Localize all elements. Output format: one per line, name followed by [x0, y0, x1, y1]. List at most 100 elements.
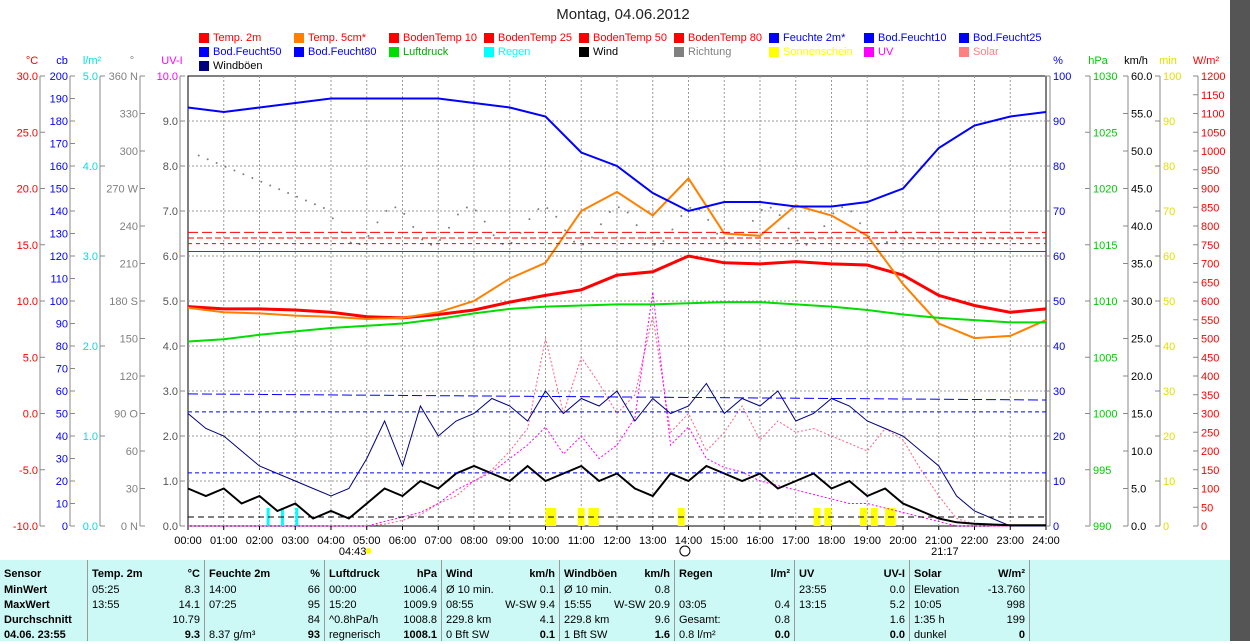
- direction-dot: [859, 222, 862, 225]
- x-tick-label: 10:00: [532, 535, 560, 547]
- x-tick-label: 24:00: [1032, 535, 1060, 547]
- cell-label: Elevation: [914, 584, 960, 596]
- cell-label: 8.37 g/m³: [209, 629, 256, 641]
- axis-wind-tick-label: 25.0: [1131, 334, 1152, 346]
- axis-direction-tick-label: 0 N: [121, 521, 138, 533]
- x-tick-label: 05:00: [353, 535, 381, 547]
- sunshine-bar: [824, 508, 832, 526]
- cell-label: 04.06. 23:55: [4, 629, 66, 641]
- legend-label: Feuchte 2m*: [783, 31, 846, 44]
- axis-solar-tick-label: 500: [1201, 334, 1219, 346]
- axis-humidity-tick-label: 40: [1053, 341, 1065, 353]
- table-row: Ø 10 min. 0.1: [446, 584, 555, 599]
- cell-value: 0.0: [774, 629, 790, 641]
- legend-item: Bod.Feucht80: [294, 45, 377, 58]
- sunset-label: 21:17: [931, 546, 959, 558]
- x-tick-label: 08:00: [460, 535, 488, 547]
- axis-sunshine-tick-label: 0: [1163, 521, 1169, 533]
- cell-label: Ø 10 min.: [564, 584, 612, 596]
- legend-item: Richtung: [674, 45, 731, 58]
- cell-value: 0.0: [889, 629, 905, 641]
- cell-label: Durchschnitt: [4, 614, 72, 626]
- cell-label: 00:00: [329, 584, 357, 596]
- direction-dot: [456, 213, 459, 216]
- direction-dot: [430, 243, 433, 246]
- direction-dot: [689, 206, 692, 209]
- axis-pressure-tick-label: 1020: [1093, 184, 1117, 196]
- series-temp-2m: [187, 254, 1047, 320]
- axis-cb-tick-label: 170: [50, 139, 68, 151]
- axis-solar-tick-label: 800: [1201, 221, 1219, 233]
- axis-humidity-unit: %: [1053, 55, 1063, 67]
- cell-value: 9.3: [184, 629, 200, 641]
- axis-sunshine-tick-label: 10: [1163, 476, 1175, 488]
- table-column: Sensor MinWert MaxWert Durchschnitt 04.06. 2…: [0, 560, 88, 641]
- cell-label: 13:55: [92, 599, 120, 611]
- direction-dot: [367, 234, 370, 237]
- table-row: Ø 10 min. 0.8: [564, 584, 670, 599]
- axis-direction-tick-label: 90 O: [114, 409, 138, 421]
- axis-temp-tick-label: 30.0: [17, 71, 38, 83]
- direction-dot: [850, 210, 853, 213]
- axis-direction-tick-label: 360 N: [109, 71, 138, 83]
- axis-pressure-tick-label: 1030: [1093, 71, 1117, 83]
- legend-swatch: [959, 46, 969, 57]
- legend-item: Solar: [959, 45, 999, 58]
- axis-wind-tick-label: 30.0: [1131, 296, 1152, 308]
- direction-dot: [224, 165, 227, 168]
- axis-wind-tick-label: 20.0: [1131, 371, 1152, 383]
- cell-value: 93: [307, 629, 320, 641]
- legend-swatch: [199, 32, 209, 43]
- axis-temp-tick-label: 0.0: [23, 409, 38, 421]
- chart-title: Montag, 04.06.2012: [556, 6, 690, 23]
- legend-item: BodenTemp 10: [389, 31, 477, 44]
- legend-swatch: [579, 46, 589, 57]
- axis-direction-tick-label: 60: [126, 446, 138, 458]
- sunshine-bar: [870, 508, 878, 526]
- cell-label: 1 Bft SW: [564, 629, 608, 641]
- cell-value: 8.3: [184, 584, 200, 596]
- axis-humidity-tick-label: 0: [1053, 521, 1059, 533]
- axis-cb-tick-label: 120: [50, 251, 68, 263]
- direction-dot: [751, 219, 754, 222]
- cell-label: dunkel: [914, 629, 947, 641]
- direction-dot: [653, 243, 656, 246]
- axis-direction-tick-label: 30: [126, 484, 138, 496]
- cell-label: 229.8 km: [446, 614, 492, 626]
- header-label: Regen: [679, 568, 713, 580]
- table-row: [679, 584, 790, 599]
- x-tick-label: 16:00: [746, 535, 774, 547]
- axis-uvi-tick-label: 0.0: [163, 521, 178, 533]
- axis-sunshine-unit: min: [1159, 55, 1177, 67]
- axis-solar-tick-label: 700: [1201, 259, 1219, 271]
- legend-label: BodenTemp 80: [688, 31, 762, 44]
- axis-cb-tick-label: 110: [50, 274, 68, 286]
- direction-dot: [599, 223, 602, 226]
- direction-dot: [296, 195, 299, 198]
- axis-direction-tick-label: 300: [120, 146, 138, 158]
- axis-humidity-tick-label: 10: [1053, 476, 1065, 488]
- table-column: Windböen km/h Ø 10 min. 0.8 15:55 W-SW 20.9 22…: [560, 560, 675, 641]
- axis-wind-tick-label: 50.0: [1131, 146, 1152, 158]
- table-column: Luftdruck hPa 00:00 1006.4 15:20 1009.9 ^0.8hP…: [325, 560, 442, 641]
- cell-value: 199: [1006, 614, 1025, 626]
- cell-value: 0.4: [774, 599, 790, 611]
- axis-solar-tick-label: 950: [1201, 165, 1219, 177]
- cell-value: 0.1: [539, 584, 555, 596]
- legend-item: Regen: [484, 45, 530, 58]
- legend-item: Luftdruck: [389, 45, 448, 58]
- table-row: 8.37 g/m³ 93: [209, 629, 320, 644]
- direction-dot: [707, 218, 710, 221]
- axis-cb-tick-label: 140: [50, 206, 68, 218]
- axis-uvi-unit: UV-I: [161, 55, 182, 67]
- legend-swatch: [389, 32, 399, 43]
- axis-cb-tick-label: 160: [50, 161, 68, 173]
- cell-value: 0.8: [774, 614, 790, 626]
- x-tick-label: 09:00: [496, 535, 524, 547]
- cell-label: 15:20: [329, 599, 357, 611]
- axis-uvi-tick-label: 1.0: [163, 476, 178, 488]
- direction-dot: [421, 238, 424, 241]
- stats-table: Sensor MinWert MaxWert Durchschnitt 04.06. 2…: [0, 560, 1230, 641]
- table-column: Temp. 2m °C 05:25 8.3 13:55 14.1 10.79 9.3: [88, 560, 205, 641]
- cell-value: 0.8: [654, 584, 670, 596]
